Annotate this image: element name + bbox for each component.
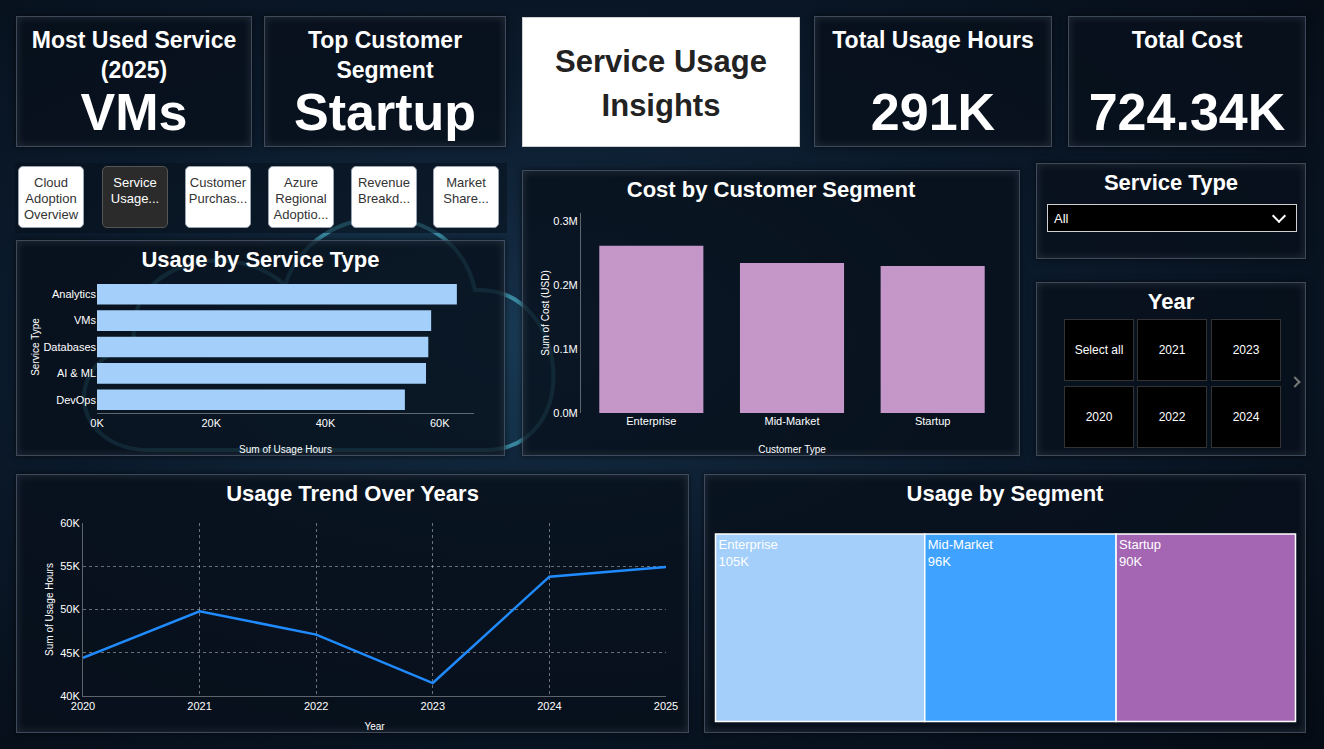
svg-text:VMs: VMs bbox=[74, 314, 97, 326]
html-text:724.34K: 724.34K bbox=[1088, 83, 1286, 141]
html-text:Cloud Adoption Overview: Cloud Adoption Overview bbox=[23, 175, 79, 222]
html-text:Most Used Service (2025): Most Used Service (2025) bbox=[31, 27, 237, 83]
svg-text:Sum of Cost (USD): Sum of Cost (USD) bbox=[540, 270, 551, 356]
svg-text:Service Type: Service Type bbox=[30, 318, 41, 376]
html-text:Usage by Segment: Usage by Segment bbox=[906, 481, 1104, 506]
svg-text:2025: 2025 bbox=[654, 700, 678, 712]
html-text:Service Usage...: Service Usage... bbox=[110, 175, 160, 206]
html-text:Service Usage Insights: Service Usage Insights bbox=[555, 44, 767, 123]
html-text:VMs: VMs bbox=[80, 83, 188, 141]
html-text:2020: 2020 bbox=[1085, 410, 1113, 424]
html-text:291K: 291K bbox=[870, 83, 996, 141]
svg-text:55K: 55K bbox=[60, 560, 80, 572]
svg-text:Databases: Databases bbox=[43, 341, 96, 353]
svg-text:Sum of Usage Hours: Sum of Usage Hours bbox=[239, 444, 332, 455]
svg-text:Startup90K: Startup90K bbox=[1119, 537, 1161, 569]
html-text:Market Share...: Market Share... bbox=[443, 175, 489, 206]
svg-text:Year: Year bbox=[364, 721, 385, 732]
html-text:Cost by Customer Segment: Cost by Customer Segment bbox=[626, 177, 916, 202]
html-text:2024: 2024 bbox=[1232, 410, 1260, 424]
html-text:Year: Year bbox=[1147, 289, 1195, 314]
svg-text:0.1M: 0.1M bbox=[553, 343, 577, 355]
html-text:Usage by Service Type: Usage by Service Type bbox=[141, 247, 380, 272]
svg-text:DevOps: DevOps bbox=[56, 394, 96, 406]
svg-text:50K: 50K bbox=[60, 603, 80, 615]
html-text:Top Customer Segment: Top Customer Segment bbox=[307, 27, 463, 83]
svg-text:Enterprise105K: Enterprise105K bbox=[719, 537, 778, 569]
html-text:Total Usage Hours: Total Usage Hours bbox=[832, 27, 1034, 53]
html-text:2021: 2021 bbox=[1158, 343, 1186, 357]
html-text:2023: 2023 bbox=[1232, 343, 1260, 357]
svg-text:2020: 2020 bbox=[71, 700, 95, 712]
html-text:Total Cost: Total Cost bbox=[1131, 27, 1243, 53]
svg-text:Mid-Market: Mid-Market bbox=[764, 415, 819, 427]
html-text:Customer Purchas...: Customer Purchas... bbox=[188, 175, 248, 206]
svg-text:2021: 2021 bbox=[187, 700, 211, 712]
svg-text:0.3M: 0.3M bbox=[553, 215, 577, 227]
html-text:Startup: Startup bbox=[294, 83, 476, 141]
html-text:Azure Regional Adoptio...: Azure Regional Adoptio... bbox=[273, 175, 329, 222]
svg-text:Sum of Usage Hours: Sum of Usage Hours bbox=[44, 563, 55, 656]
svg-text:2022: 2022 bbox=[304, 700, 328, 712]
svg-text:45K: 45K bbox=[60, 647, 80, 659]
html-text:Revenue Breakd...: Revenue Breakd... bbox=[358, 175, 410, 206]
svg-text:0K: 0K bbox=[90, 417, 104, 429]
svg-text:Startup: Startup bbox=[915, 415, 950, 427]
svg-text:AI & ML: AI & ML bbox=[57, 367, 96, 379]
svg-text:20K: 20K bbox=[201, 417, 221, 429]
html-text:Select all: Select all bbox=[1074, 343, 1124, 357]
svg-text:60K: 60K bbox=[60, 517, 80, 529]
svg-text:40K: 40K bbox=[316, 417, 336, 429]
svg-text:2024: 2024 bbox=[537, 700, 561, 712]
svg-text:Mid-Market96K: Mid-Market96K bbox=[928, 537, 993, 569]
svg-text:0.0M: 0.0M bbox=[553, 407, 577, 419]
svg-text:0.2M: 0.2M bbox=[553, 279, 577, 291]
svg-text:2023: 2023 bbox=[421, 700, 445, 712]
svg-text:40K: 40K bbox=[60, 690, 80, 702]
html-text:Usage Trend Over Years: Usage Trend Over Years bbox=[226, 481, 479, 506]
html-text:Service Type: Service Type bbox=[1103, 170, 1239, 195]
html-text:All: All bbox=[1054, 211, 1069, 226]
svg-text:Enterprise: Enterprise bbox=[626, 415, 676, 427]
svg-text:Customer Type: Customer Type bbox=[758, 444, 826, 455]
svg-text:Analytics: Analytics bbox=[52, 288, 97, 300]
html-text:2022: 2022 bbox=[1158, 410, 1186, 424]
svg-text:60K: 60K bbox=[430, 417, 450, 429]
